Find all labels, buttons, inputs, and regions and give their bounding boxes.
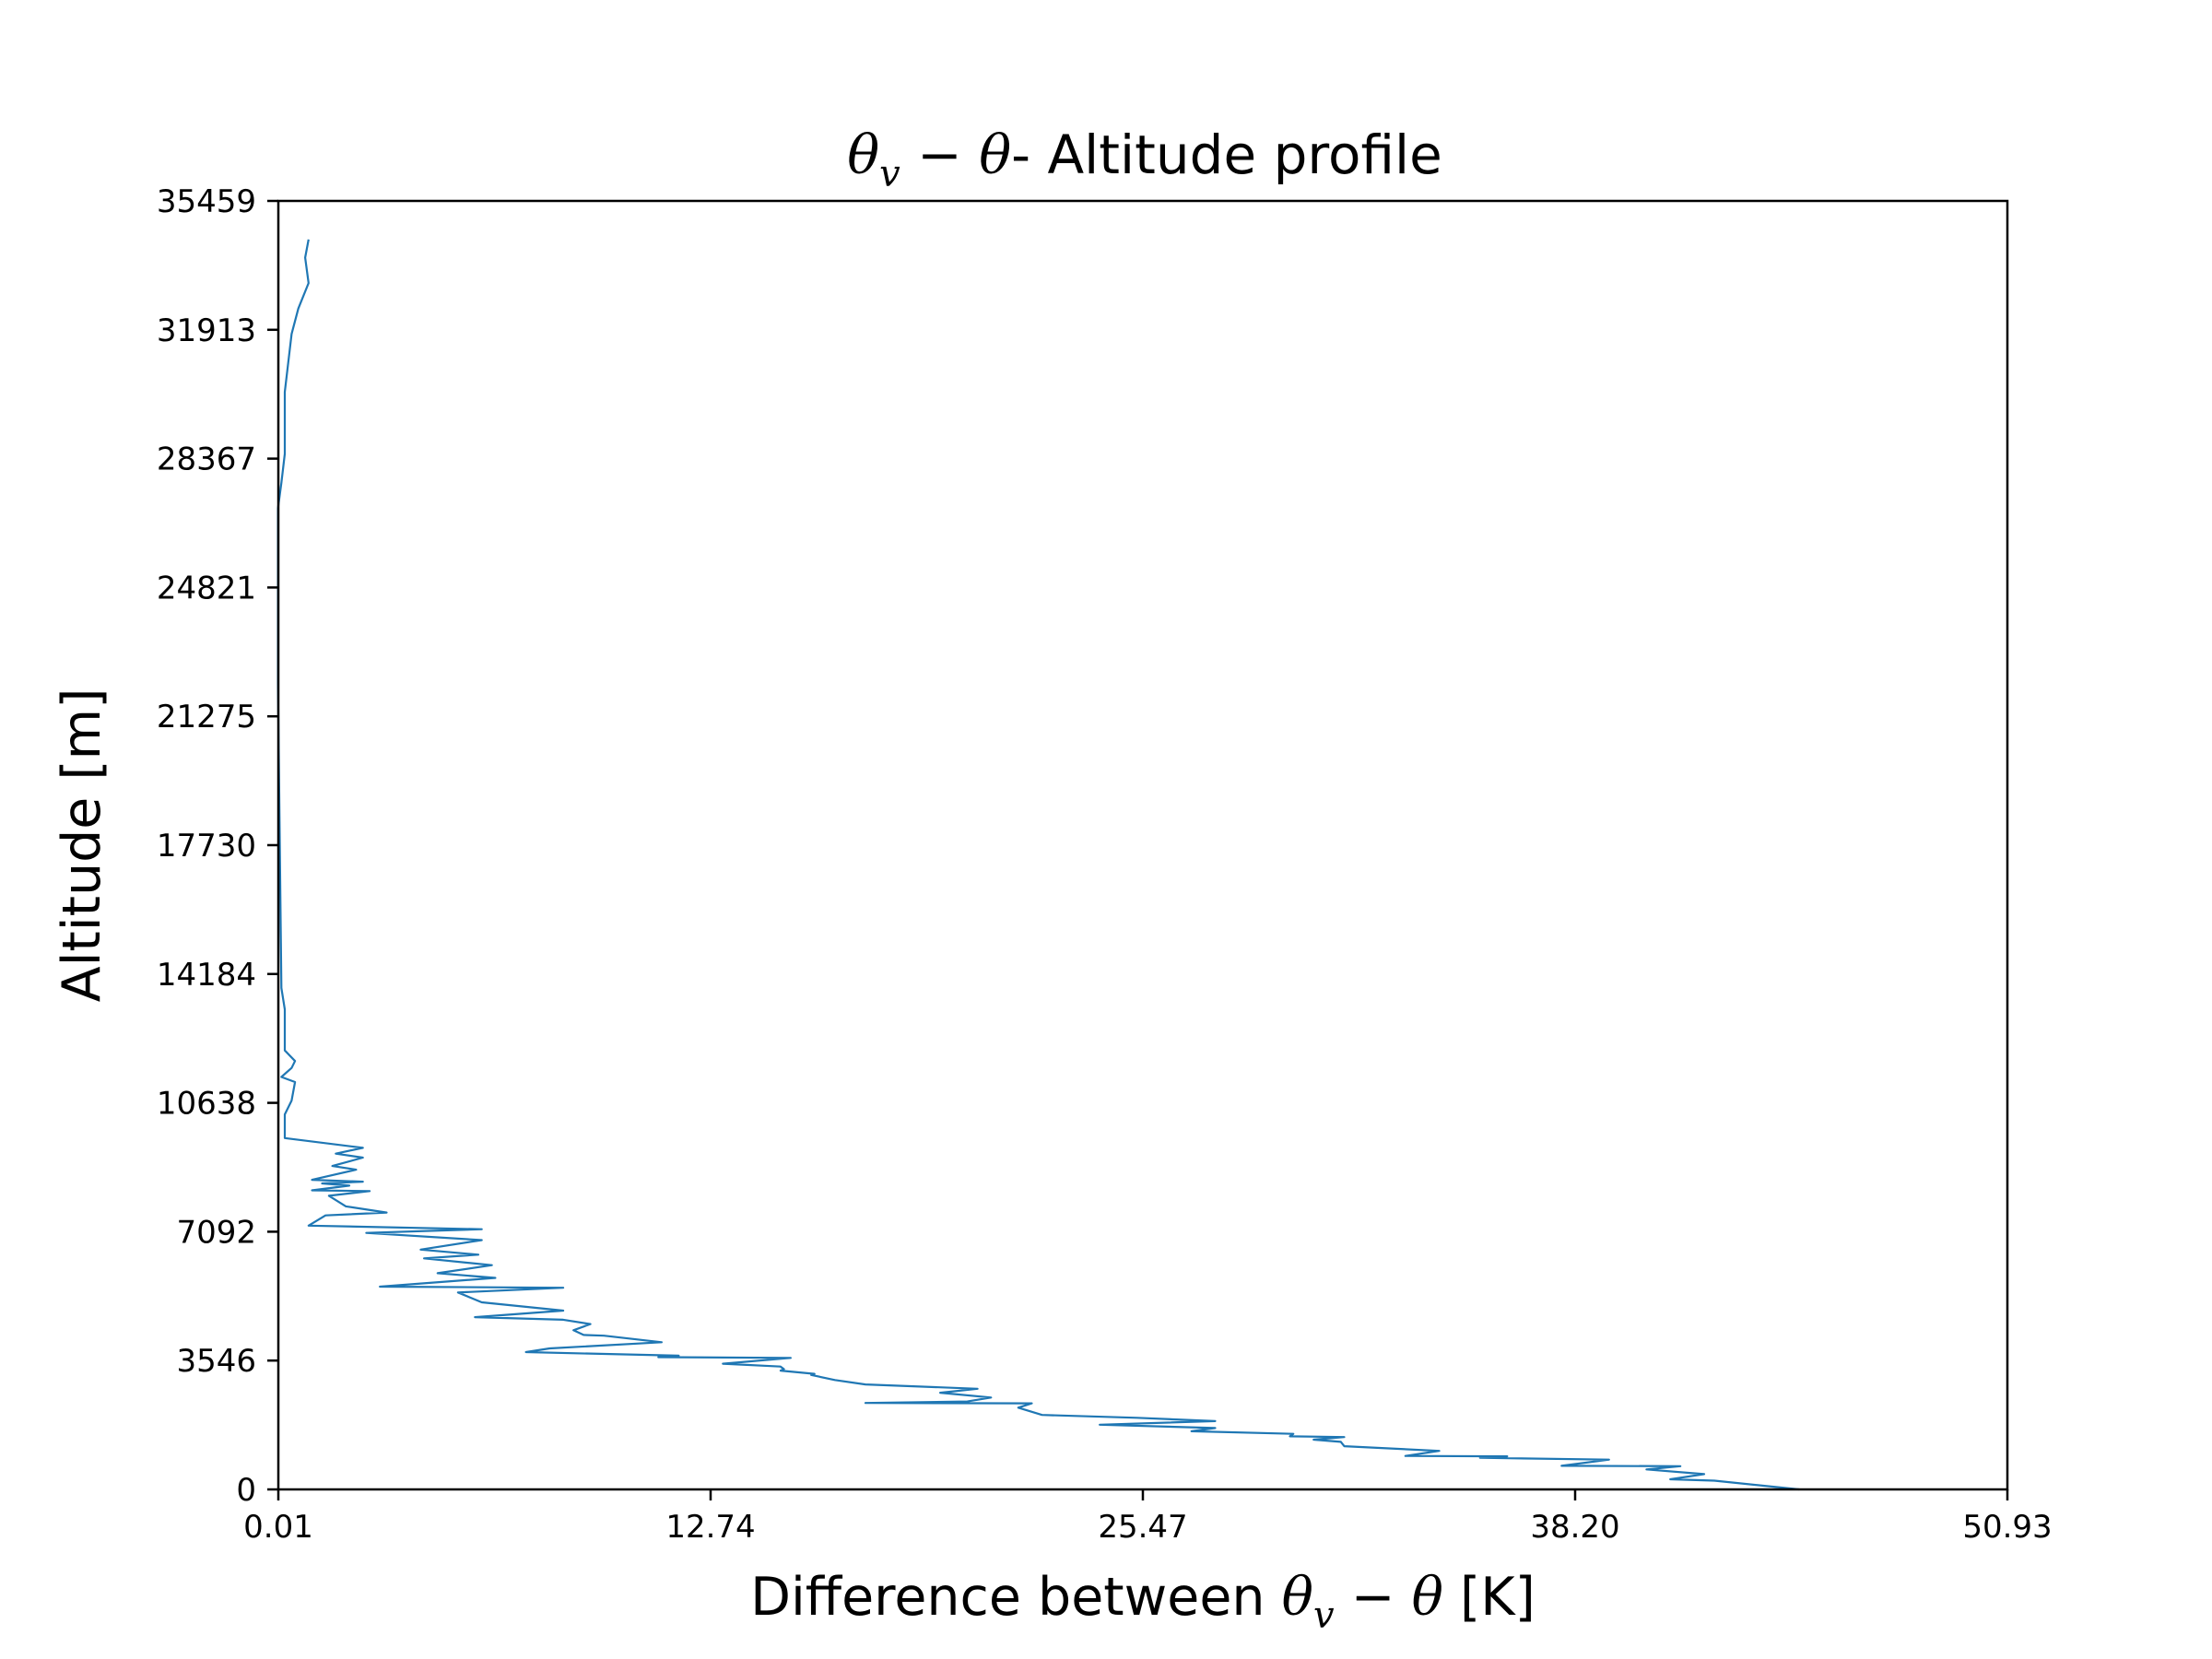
y-axis-label: Altitude [m]: [52, 688, 112, 1003]
y-tick-label-9: 31913: [157, 312, 256, 349]
title-theta: θ: [847, 124, 879, 186]
y-tick-label-2: 7092: [176, 1214, 256, 1251]
xlabel-prefix: Difference between: [750, 1567, 1282, 1628]
y-tick-label-0: 0: [236, 1472, 256, 1509]
x-tick-label-0: 0.01: [243, 1509, 313, 1546]
title-subscript: v: [879, 153, 900, 195]
y-tick-label-8: 28367: [157, 441, 256, 478]
x-tick-label-2: 25.47: [1098, 1509, 1187, 1546]
chart-title: θv − θ- Altitude profile: [847, 124, 1442, 195]
x-axis-ticks: 0.01 12.74 25.47 38.20 50.93: [243, 1489, 2053, 1546]
y-tick-label-10: 35459: [157, 183, 256, 220]
plot-area: [278, 201, 2007, 1489]
x-tick-label-1: 12.74: [665, 1509, 755, 1546]
xlabel-minus: −: [1335, 1567, 1412, 1628]
xlabel-suffix: [K]: [1443, 1567, 1535, 1628]
series-line: [276, 239, 1800, 1491]
y-tick-label-1: 3546: [176, 1343, 256, 1380]
y-tick-label-5: 17730: [157, 828, 256, 865]
title-rest: - Altitude profile: [1011, 124, 1442, 186]
xlabel-theta-2: θ: [1412, 1567, 1443, 1628]
y-tick-label-4: 14184: [157, 957, 256, 994]
xlabel-theta: θ: [1282, 1567, 1313, 1628]
y-tick-label-7: 24821: [157, 570, 256, 606]
xlabel-subscript: v: [1313, 1594, 1335, 1637]
x-tick-label-4: 50.93: [1962, 1509, 2052, 1546]
y-tick-label-6: 21275: [157, 699, 256, 735]
y-axis-ticks: 0 3546 7092 10638 14184 17730 21275 24821 28367 3…: [157, 183, 278, 1509]
x-tick-label-3: 38.20: [1530, 1509, 1619, 1546]
title-theta-2: θ: [979, 124, 1011, 186]
x-axis-label: Difference between θv − θ [K]: [750, 1567, 1535, 1637]
title-minus: −: [900, 124, 979, 186]
y-tick-label-3: 10638: [157, 1086, 256, 1123]
